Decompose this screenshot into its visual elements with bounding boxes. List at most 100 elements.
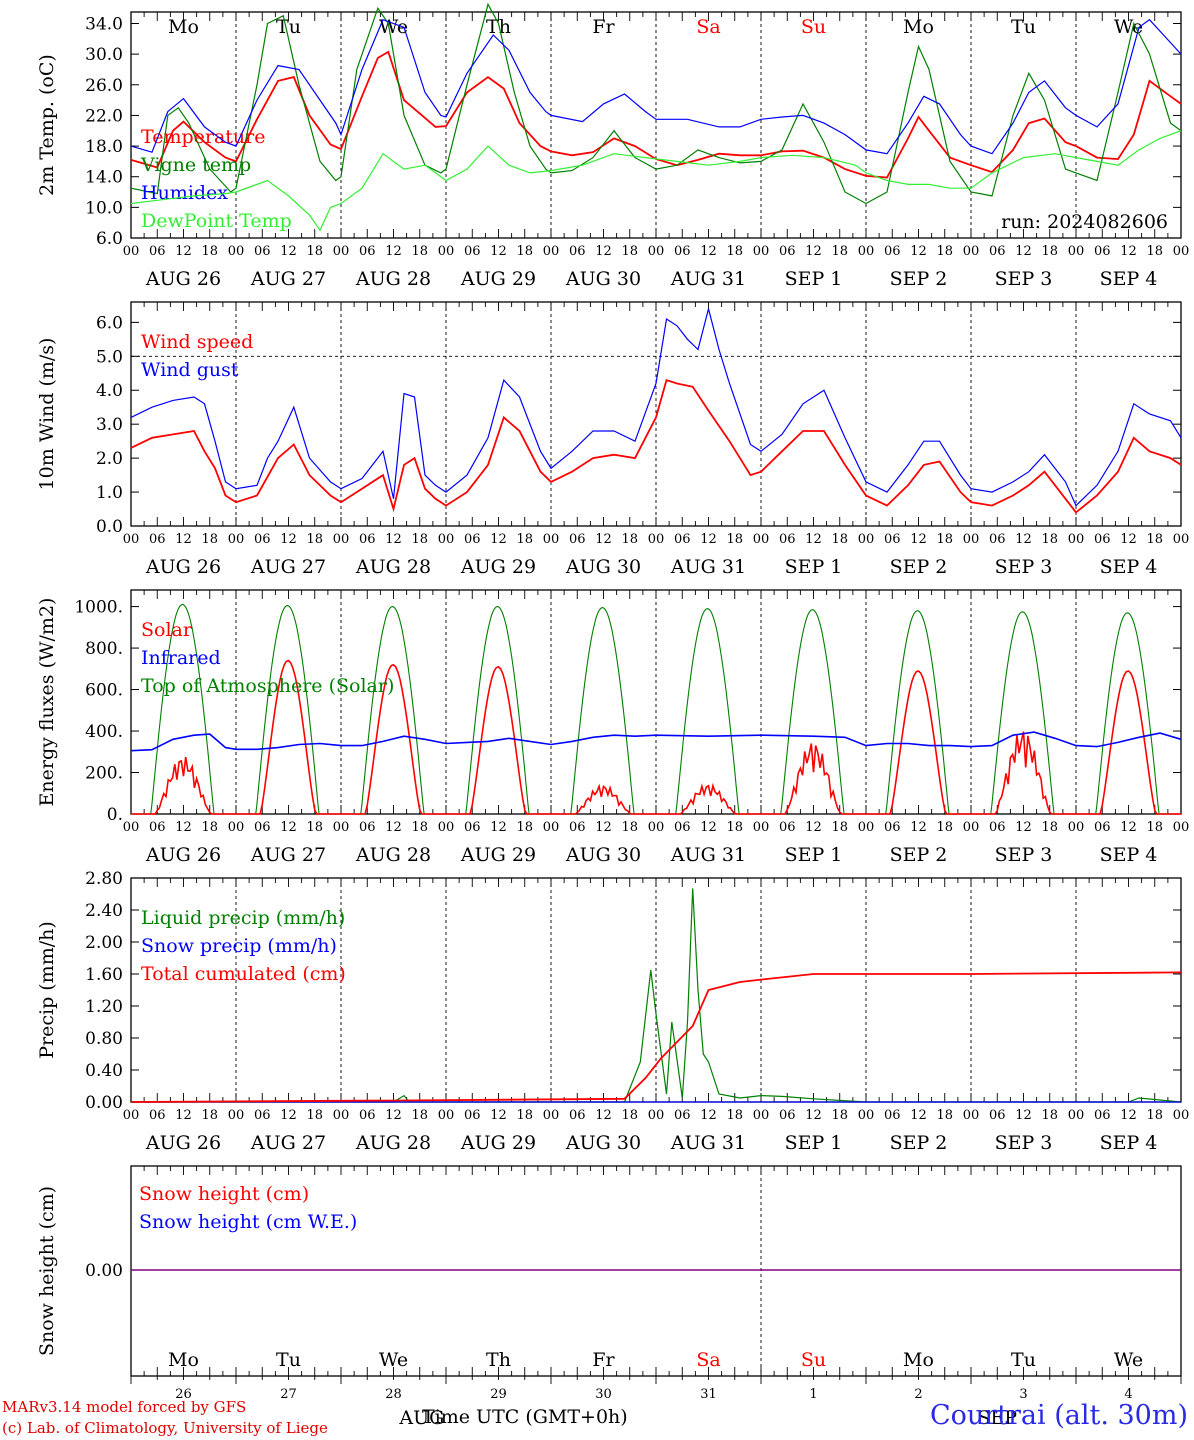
panel2-hour-label: 12	[280, 532, 297, 547]
panel1-hour-label: 12	[175, 244, 192, 259]
panel4-hour-label: 00	[1173, 1108, 1190, 1123]
panel4-date-label: AUG 29	[460, 1132, 536, 1154]
panel5-weekday-label: Th	[486, 1349, 511, 1371]
panel2-hour-label: 06	[884, 532, 901, 547]
panel4-hour-label: 00	[1068, 1108, 1085, 1123]
panel1-hour-label: 00	[543, 244, 560, 259]
panel1-weekday-label: We	[1114, 16, 1143, 38]
panel3-hour-label: 12	[1015, 820, 1032, 835]
panel1-date-label: SEP 3	[995, 268, 1053, 290]
panel2-hour-label: 12	[175, 532, 192, 547]
precip-legend-1: Liquid precip (mm/h)	[141, 907, 345, 929]
panel4-hour-label: 06	[254, 1108, 271, 1123]
panel2-hour-label: 00	[753, 532, 770, 547]
panel2-hour-label: 18	[831, 532, 848, 547]
panel4-y-tick-label: 2.40	[85, 901, 123, 921]
panel1-weekday-label: Sa	[696, 16, 720, 38]
panel1-date-label: AUG 30	[565, 268, 641, 290]
panel2-frame	[130, 301, 1182, 527]
panel1-hour-label: 06	[779, 244, 796, 259]
panel1-y-tick-label: 14.0	[85, 168, 123, 188]
panel1-hour-label: 18	[201, 244, 218, 259]
panel2-date-label: SEP 2	[890, 556, 948, 578]
calendar-day-number: 28	[385, 1387, 402, 1402]
panel3-y-tick-label: 400.	[85, 722, 123, 742]
panel1-hour-label: 00	[753, 244, 770, 259]
panel3-hour-label: 00	[543, 820, 560, 835]
panel3-hour-label: 00	[123, 820, 140, 835]
panel3-y-tick-label: 1000.	[74, 598, 123, 618]
panel3-hour-label: 18	[1041, 820, 1058, 835]
panel1-hour-label: 06	[989, 244, 1006, 259]
panel4-date-label: AUG 27	[250, 1132, 326, 1154]
panel5-weekday-label: Tu	[276, 1349, 301, 1371]
snow-legend-1: Snow height (cm)	[139, 1183, 309, 1205]
panel1-hour-label: 00	[963, 244, 980, 259]
panel5-weekday-label: Su	[801, 1349, 826, 1371]
panel2-hour-label: 18	[201, 532, 218, 547]
calendar-month-aug: AUG	[398, 1407, 444, 1429]
panel3-date-label: AUG 27	[250, 844, 326, 866]
panel3-hour-label: 12	[1120, 820, 1137, 835]
lab-credit: (c) Lab. of Climatology, University of L…	[2, 1419, 328, 1437]
panel3-date-label: AUG 26	[145, 844, 221, 866]
panel2-date-label: AUG 30	[565, 556, 641, 578]
panel2-hour-label: 00	[858, 532, 875, 547]
panel3-hour-label: 18	[306, 820, 323, 835]
panel1-weekday-label: Tu	[276, 16, 301, 38]
solar-series	[131, 659, 1181, 815]
panel3-date-label: SEP 2	[890, 844, 948, 866]
panel4-hour-label: 00	[228, 1108, 245, 1123]
panel4-date-label: SEP 3	[995, 1132, 1053, 1154]
panel3-hour-label: 18	[831, 820, 848, 835]
panel3-hour-label: 18	[726, 820, 743, 835]
panel3-hour-label: 06	[884, 820, 901, 835]
panel4-hour-label: 12	[700, 1108, 717, 1123]
panel1-hour-label: 06	[569, 244, 586, 259]
panel4-hour-label: 18	[306, 1108, 323, 1123]
panel4-hour-label: 06	[359, 1108, 376, 1123]
panel4-hour-label: 18	[201, 1108, 218, 1123]
panel4-hour-label: 00	[438, 1108, 455, 1123]
panel4-hour-label: 06	[1094, 1108, 1111, 1123]
panel1-hour-label: 06	[254, 244, 271, 259]
panel4-hour-label: 18	[1041, 1108, 1058, 1123]
panel1-hour-label: 18	[936, 244, 953, 259]
panel1-hour-label: 12	[805, 244, 822, 259]
panel2-y-tick-label: 0.0	[96, 517, 123, 537]
panel2-hour-label: 06	[1094, 532, 1111, 547]
panel4-date-label: AUG 26	[145, 1132, 221, 1154]
panel2-y-tick-label: 3.0	[96, 415, 123, 435]
panel3-hour-label: 12	[385, 820, 402, 835]
panel4-y-tick-label: 1.60	[85, 965, 123, 985]
panel1-hour-label: 06	[464, 244, 481, 259]
panel4-hour-label: 00	[753, 1108, 770, 1123]
run-label: run: 2024082606	[1001, 211, 1168, 233]
wind-legend-2: Wind gust	[141, 359, 239, 381]
panel5-weekday-label: We	[379, 1349, 408, 1371]
panel4-date-label: SEP 1	[785, 1132, 843, 1154]
panel1-weekday-label: Mo	[903, 16, 934, 38]
panel4-y-tick-label: 0.00	[85, 1093, 123, 1113]
panel1-weekday-label: Fr	[592, 16, 615, 38]
panel1-hour-label: 12	[700, 244, 717, 259]
panel3-date-label: SEP 4	[1100, 844, 1158, 866]
panel2-hour-label: 06	[674, 532, 691, 547]
wind-series-1	[130, 378, 1182, 514]
panel1-hour-label: 00	[1068, 244, 1085, 259]
panel3-hour-label: 00	[753, 820, 770, 835]
panel4-hour-label: 12	[910, 1108, 927, 1123]
energy-legend-1: Solar	[141, 619, 193, 641]
panel4-hour-label: 06	[779, 1108, 796, 1123]
panel1-hour-label: 06	[674, 244, 691, 259]
panel1-weekday-label: We	[379, 16, 408, 38]
calendar-day-number: 26	[175, 1387, 192, 1402]
panel1-y-tick-label: 22.0	[85, 106, 123, 126]
panel3-date-label: AUG 30	[565, 844, 641, 866]
panel3-date-label: AUG 31	[670, 844, 746, 866]
panel5-weekday-label: Sa	[696, 1349, 720, 1371]
panel2-hour-label: 00	[648, 532, 665, 547]
panel1-date-label: AUG 29	[460, 268, 536, 290]
panel1-hour-label: 12	[595, 244, 612, 259]
panel3-hour-label: 12	[805, 820, 822, 835]
